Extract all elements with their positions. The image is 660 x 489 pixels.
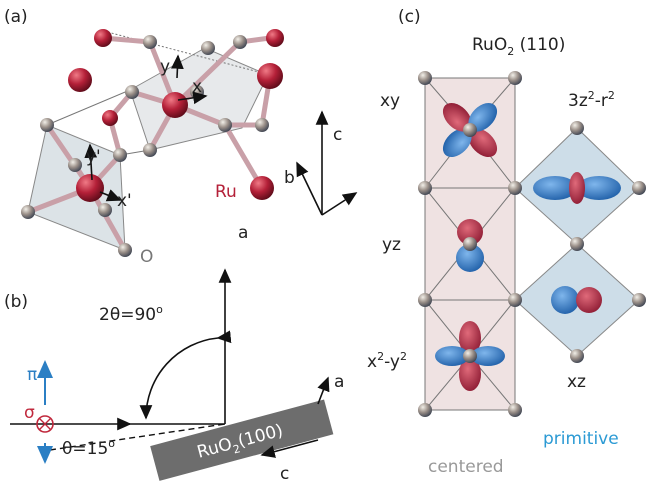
atom	[570, 349, 584, 363]
title: RuO2 (110)	[472, 35, 565, 58]
ru-atom	[250, 176, 274, 200]
panel-b: (b) RuO2(100) a c π σ 2θ=90o θ=15o	[4, 270, 344, 484]
superscript: 2	[588, 89, 595, 102]
axis-label: a	[334, 372, 344, 392]
orbital-lobe	[576, 287, 602, 313]
atom	[418, 403, 432, 417]
atom	[508, 71, 522, 85]
o-atom	[21, 205, 35, 219]
atom	[508, 293, 522, 307]
ru-atom	[266, 29, 284, 47]
o-atom	[113, 148, 127, 162]
superscript: 2	[400, 350, 407, 363]
text: 3z	[568, 91, 588, 111]
angle-label: 2θ=90o	[99, 303, 163, 325]
figure: (a) y x y' x' c b a Ru O (b) RuO2(100) a…	[0, 0, 660, 489]
atom	[463, 123, 477, 137]
axis-label: y'	[86, 147, 101, 167]
text: RuO	[472, 35, 507, 55]
text: -r	[595, 91, 608, 111]
pi-label: π	[27, 365, 37, 385]
atom	[463, 237, 477, 251]
angle-arc	[146, 338, 218, 418]
atom	[463, 349, 477, 363]
superscript: 2	[377, 350, 384, 363]
axis-label: c	[333, 125, 342, 145]
atom	[418, 293, 432, 307]
sigma-label: σ	[24, 403, 35, 423]
o-atom	[68, 158, 82, 172]
atom	[570, 237, 584, 251]
ru-atom	[162, 92, 188, 118]
atom	[508, 403, 522, 417]
panel-label: (a)	[4, 7, 28, 27]
o-atom	[218, 118, 232, 132]
ru-atom	[102, 110, 118, 126]
atom-label: O	[140, 247, 153, 267]
cell-label: centered	[428, 457, 504, 477]
panel-label: (c)	[398, 7, 421, 27]
orbital-label: yz	[382, 235, 401, 255]
orbital-label: 3z2-r2	[568, 89, 615, 111]
o-atom	[143, 35, 157, 49]
atom	[418, 71, 432, 85]
axis-arrow	[297, 163, 322, 215]
atom	[570, 121, 584, 135]
ru-atom	[94, 29, 112, 47]
ru-atom	[68, 68, 92, 92]
superscript: o	[156, 303, 163, 316]
o-atom	[98, 203, 112, 217]
o-atom	[201, 41, 215, 55]
o-atom	[255, 118, 269, 132]
axis-arrow	[322, 193, 356, 215]
orbital-label: xy	[380, 91, 400, 111]
atom	[418, 181, 432, 195]
axis-label: b	[284, 168, 295, 188]
axis-label: x	[192, 77, 202, 97]
subscript: 2	[507, 45, 514, 58]
orbital-lobe	[551, 286, 579, 314]
orbital-lobe	[569, 172, 585, 204]
ru-atom	[257, 63, 283, 89]
text: (110)	[514, 35, 565, 55]
axis-label: y	[160, 57, 170, 77]
o-atom	[40, 118, 54, 132]
text: x	[367, 352, 377, 372]
panel-c: (c) RuO2 (110) xy 3z2-r2 yz x2-y2 xz pri…	[367, 7, 646, 477]
superscript: 2	[608, 89, 615, 102]
atom-label: Ru	[215, 182, 237, 202]
orbital-label: x2-y2	[367, 350, 407, 372]
axis-label: a	[238, 223, 248, 243]
atom	[508, 181, 522, 195]
arrow	[177, 56, 178, 78]
superscript: o	[108, 437, 115, 450]
sample: RuO2(100)	[150, 400, 333, 481]
axis-label: x'	[117, 191, 132, 211]
panel-a: (a) y x y' x' c b a Ru O	[4, 7, 356, 267]
orbital-label: xz	[567, 372, 586, 392]
atom	[632, 293, 646, 307]
text: -y	[384, 352, 400, 372]
o-atom	[233, 35, 247, 49]
angle-label: θ=15o	[62, 437, 115, 459]
o-atom	[143, 143, 157, 157]
o-atom	[118, 243, 132, 257]
ru-atom	[76, 174, 104, 202]
o-atom	[125, 85, 139, 99]
atom	[632, 181, 646, 195]
cell-label: primitive	[543, 429, 619, 449]
panel-label: (b)	[4, 292, 28, 312]
text: 2θ=90	[99, 305, 156, 325]
text: θ=15	[62, 439, 108, 459]
axis-label: c	[280, 464, 289, 484]
